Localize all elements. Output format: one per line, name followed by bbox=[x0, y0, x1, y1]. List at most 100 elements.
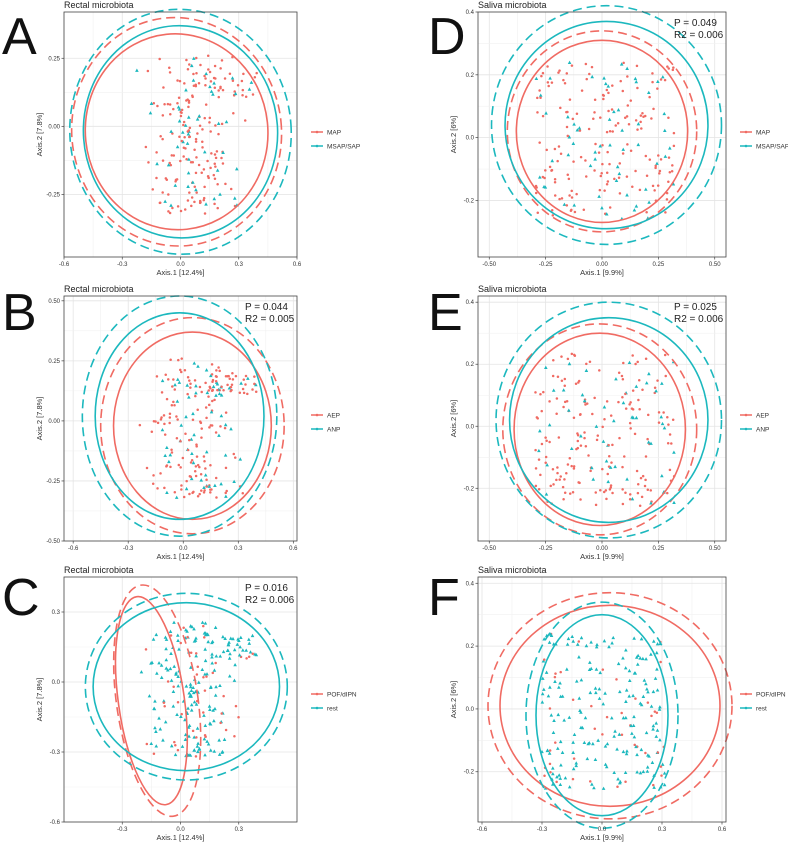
dashed-ellipse-group2 bbox=[525, 601, 679, 830]
data-point bbox=[195, 736, 198, 739]
data-point bbox=[653, 710, 657, 713]
data-point bbox=[168, 629, 173, 633]
data-point bbox=[226, 642, 231, 646]
data-point bbox=[618, 162, 622, 165]
data-point bbox=[205, 672, 209, 676]
data-point bbox=[549, 713, 554, 717]
data-point bbox=[631, 415, 635, 420]
data-point bbox=[187, 135, 191, 139]
data-point bbox=[623, 770, 628, 775]
data-point bbox=[180, 484, 183, 487]
data-point bbox=[161, 137, 164, 141]
data-point bbox=[216, 121, 221, 125]
data-point bbox=[213, 693, 218, 697]
data-point bbox=[659, 415, 664, 419]
data-point bbox=[631, 408, 635, 411]
data-point bbox=[203, 116, 206, 120]
data-point bbox=[209, 89, 214, 93]
data-point bbox=[646, 437, 649, 441]
data-point bbox=[174, 495, 179, 499]
data-point bbox=[542, 390, 545, 394]
data-point bbox=[569, 446, 574, 450]
x-tick-label: -0.6 bbox=[68, 546, 79, 552]
data-point bbox=[194, 187, 198, 192]
data-point bbox=[185, 383, 190, 387]
data-point bbox=[189, 702, 194, 707]
data-point bbox=[549, 484, 552, 488]
data-point bbox=[219, 393, 224, 397]
data-point bbox=[169, 203, 173, 207]
data-point bbox=[601, 439, 606, 443]
data-point bbox=[176, 79, 179, 82]
legend: AEP ANP bbox=[740, 412, 769, 433]
panel-letter: A bbox=[2, 8, 37, 66]
data-point bbox=[547, 640, 552, 644]
y-tick-label: 0.0 bbox=[52, 680, 61, 686]
chart-title: Saliva microbiota bbox=[478, 0, 547, 10]
data-point bbox=[188, 63, 191, 66]
data-point bbox=[541, 659, 546, 663]
data-point bbox=[556, 375, 560, 378]
data-point bbox=[540, 442, 544, 446]
data-point bbox=[561, 388, 566, 392]
data-point bbox=[168, 71, 172, 74]
data-point bbox=[192, 361, 197, 365]
data-point bbox=[646, 753, 650, 757]
data-point bbox=[627, 668, 632, 673]
data-point bbox=[623, 116, 627, 119]
data-point bbox=[215, 168, 220, 172]
data-point bbox=[188, 624, 193, 628]
data-point bbox=[209, 488, 212, 491]
data-point bbox=[593, 98, 597, 102]
data-point bbox=[602, 97, 605, 101]
data-point bbox=[204, 77, 207, 80]
data-point bbox=[184, 684, 189, 688]
data-point bbox=[196, 132, 199, 135]
data-point bbox=[192, 56, 196, 60]
data-point bbox=[191, 78, 196, 82]
y-tick-label: -0.25 bbox=[46, 192, 60, 198]
data-point bbox=[644, 657, 648, 661]
data-point bbox=[247, 641, 252, 645]
data-point bbox=[666, 491, 669, 495]
data-point bbox=[611, 84, 614, 87]
data-point bbox=[540, 74, 543, 78]
data-point bbox=[560, 197, 564, 200]
data-point bbox=[651, 72, 654, 75]
data-point bbox=[194, 391, 198, 395]
data-point bbox=[151, 188, 155, 191]
data-point bbox=[550, 158, 555, 163]
data-point bbox=[168, 66, 171, 70]
data-point bbox=[634, 119, 638, 122]
data-point bbox=[606, 472, 610, 476]
data-point bbox=[177, 358, 180, 362]
data-point bbox=[568, 492, 572, 495]
data-point bbox=[621, 377, 625, 381]
data-point bbox=[194, 171, 198, 175]
data-point bbox=[229, 385, 233, 389]
data-point bbox=[164, 637, 169, 641]
data-point bbox=[204, 406, 208, 409]
data-point bbox=[177, 647, 181, 651]
data-point bbox=[232, 678, 237, 682]
data-point bbox=[660, 421, 665, 426]
data-point bbox=[194, 394, 197, 398]
x-tick-label: 0.3 bbox=[235, 262, 244, 268]
data-point bbox=[589, 640, 593, 644]
data-point bbox=[645, 769, 650, 773]
data-point bbox=[566, 636, 571, 641]
data-point bbox=[202, 737, 207, 741]
data-point bbox=[217, 95, 221, 99]
data-point bbox=[196, 680, 201, 684]
data-point bbox=[632, 208, 637, 212]
x-tick-label: 0.00 bbox=[596, 546, 608, 552]
data-point bbox=[596, 738, 600, 742]
x-axis-label: Axis.1 [9.9%] bbox=[580, 552, 624, 561]
data-point bbox=[215, 375, 218, 378]
panel-c: C Rectal microbiota -0.3 0.0 0.3 -0.6 -0.3 0.0 0… bbox=[2, 565, 357, 842]
data-point bbox=[670, 170, 674, 173]
data-point bbox=[574, 763, 579, 768]
data-point bbox=[179, 641, 182, 645]
data-point bbox=[243, 119, 247, 122]
data-point bbox=[218, 369, 221, 373]
